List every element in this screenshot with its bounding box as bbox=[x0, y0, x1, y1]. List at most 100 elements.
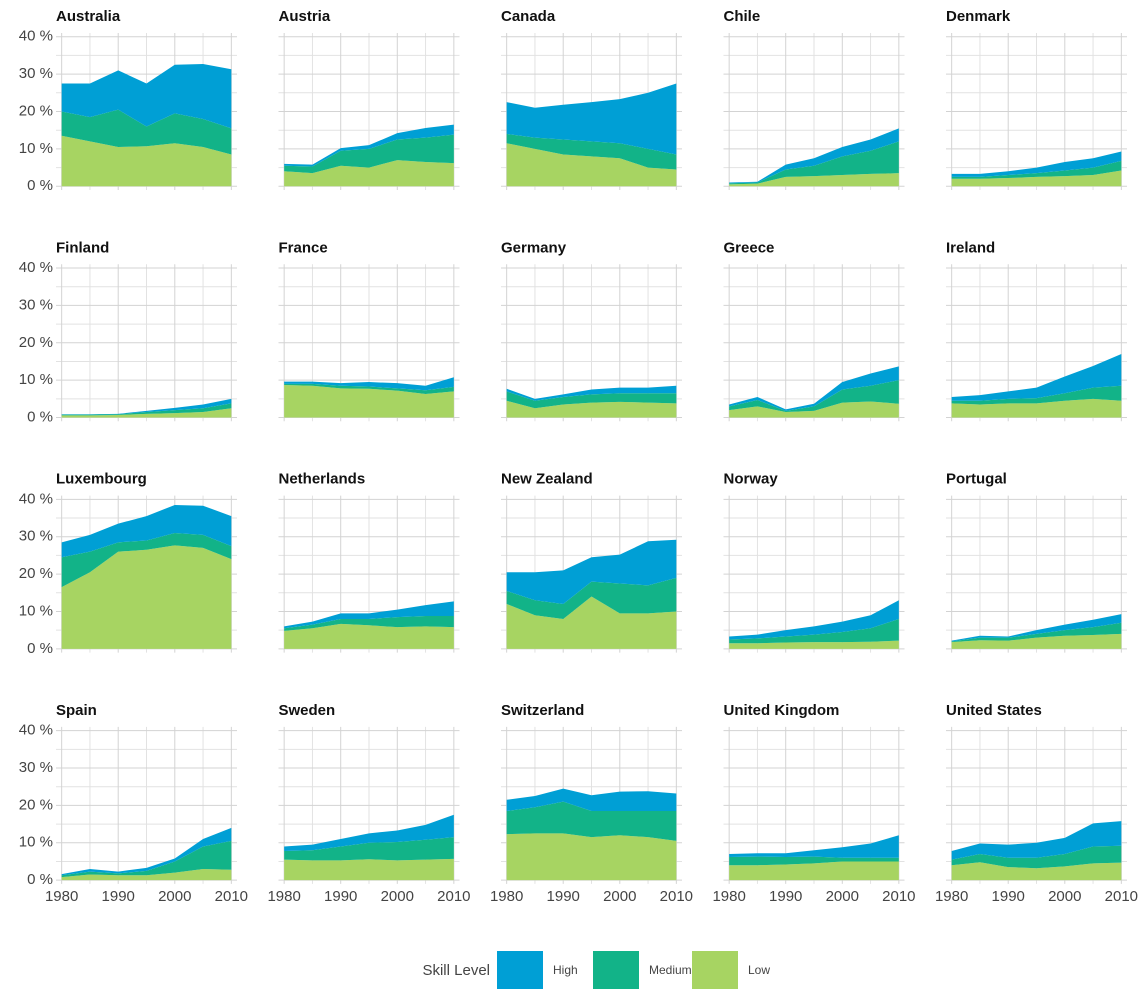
panel-title: Canada bbox=[501, 8, 556, 25]
panel-title: Norway bbox=[724, 471, 779, 488]
area bbox=[61, 403, 232, 416]
area bbox=[284, 160, 454, 187]
panel: France bbox=[278, 239, 460, 422]
y-tick-label: 40 % bbox=[19, 490, 53, 507]
y-tick-label: 40 % bbox=[19, 28, 53, 45]
area bbox=[284, 814, 454, 852]
panel-title: Germany bbox=[501, 239, 567, 256]
area bbox=[61, 135, 232, 187]
area bbox=[61, 840, 232, 878]
y-tick-label: 0 % bbox=[27, 409, 53, 426]
area bbox=[729, 600, 899, 640]
x-tick-label: 2010 bbox=[660, 888, 693, 905]
area bbox=[284, 623, 454, 649]
area bbox=[506, 400, 677, 418]
area bbox=[951, 160, 1122, 179]
y-tick-label: 30 % bbox=[19, 296, 53, 313]
area bbox=[61, 109, 232, 155]
y-tick-label: 20 % bbox=[19, 796, 53, 813]
area bbox=[729, 380, 899, 412]
y-tick-label: 10 % bbox=[19, 140, 53, 157]
area bbox=[951, 170, 1122, 187]
panel: Switzerland 1980 1990 2000 2010 bbox=[490, 702, 693, 905]
area bbox=[61, 504, 232, 558]
area bbox=[506, 133, 677, 170]
x-tick-label: 1990 bbox=[102, 888, 135, 905]
panel: Portugal bbox=[946, 471, 1127, 653]
x-tick-label: 1980 bbox=[490, 888, 523, 905]
x-tick-label: 2000 bbox=[826, 888, 859, 905]
area bbox=[729, 856, 899, 866]
panel: Luxembourg 0 % 10 % 20 % 30 % 40 % bbox=[19, 471, 237, 657]
x-tick-label: 1990 bbox=[324, 888, 357, 905]
y-tick-label: 30 % bbox=[19, 759, 53, 776]
legend-title: Skill Level bbox=[422, 962, 490, 979]
y-tick-label: 0 % bbox=[27, 640, 53, 657]
area bbox=[506, 833, 677, 881]
area bbox=[61, 868, 232, 881]
panel-title: Denmark bbox=[946, 8, 1011, 25]
panel-title: Spain bbox=[56, 702, 97, 719]
panel: Australia 0 % 10 % 20 % 30 % 40 % bbox=[19, 8, 237, 194]
area bbox=[951, 821, 1122, 860]
area bbox=[951, 633, 1122, 649]
area bbox=[729, 618, 899, 644]
area bbox=[284, 377, 454, 391]
panel: United States 1980 1990 2000 2010 bbox=[935, 702, 1138, 905]
y-tick-label: 40 % bbox=[19, 259, 53, 276]
x-tick-label: 1990 bbox=[769, 888, 802, 905]
legend-swatch bbox=[593, 951, 639, 989]
area bbox=[951, 385, 1122, 405]
panel-title: France bbox=[279, 239, 328, 256]
area bbox=[284, 837, 454, 861]
legend-swatch bbox=[692, 951, 738, 989]
y-tick-label: 0 % bbox=[27, 871, 53, 888]
y-tick-label: 0 % bbox=[27, 177, 53, 194]
y-tick-label: 10 % bbox=[19, 602, 53, 619]
x-tick-label: 1990 bbox=[547, 888, 580, 905]
panel-title: Portugal bbox=[946, 471, 1007, 488]
panel: New Zealand bbox=[501, 471, 682, 653]
panel-title: Finland bbox=[56, 239, 109, 256]
panel-title: Australia bbox=[56, 8, 121, 25]
panel-title: New Zealand bbox=[501, 471, 593, 488]
panel: Netherlands bbox=[278, 471, 460, 653]
x-tick-label: 1980 bbox=[935, 888, 968, 905]
panel: Austria bbox=[278, 8, 460, 190]
area bbox=[729, 640, 899, 649]
legend-label: High bbox=[553, 963, 578, 977]
x-tick-label: 2010 bbox=[437, 888, 470, 905]
area bbox=[284, 124, 454, 167]
area bbox=[951, 622, 1122, 643]
legend-label: Medium bbox=[649, 963, 692, 977]
x-tick-label: 2000 bbox=[158, 888, 191, 905]
panel: Finland 0 % 10 % 20 % 30 % 40 % bbox=[19, 239, 237, 426]
legend-swatch bbox=[497, 951, 543, 989]
y-tick-label: 10 % bbox=[19, 834, 53, 851]
area bbox=[506, 577, 677, 619]
area bbox=[61, 545, 232, 649]
panel: Germany bbox=[501, 239, 682, 422]
area bbox=[506, 596, 677, 649]
panel: United Kingdom 1980 1990 2000 2010 bbox=[712, 702, 915, 905]
area bbox=[506, 385, 677, 401]
area bbox=[506, 83, 677, 155]
area bbox=[729, 366, 899, 411]
area bbox=[951, 151, 1122, 177]
panel: Spain 0 % 10 % 20 % 30 % 40 % 1980 1990 2000 2010 bbox=[19, 702, 248, 905]
y-tick-label: 20 % bbox=[19, 565, 53, 582]
area bbox=[506, 143, 677, 187]
area bbox=[61, 398, 232, 415]
area bbox=[506, 788, 677, 812]
panel: Norway bbox=[723, 471, 905, 653]
area bbox=[951, 398, 1122, 418]
area bbox=[951, 354, 1122, 401]
area bbox=[506, 801, 677, 841]
x-tick-label: 2010 bbox=[215, 888, 248, 905]
legend-label: Low bbox=[748, 963, 770, 977]
y-tick-label: 20 % bbox=[19, 334, 53, 351]
panel-title: Sweden bbox=[279, 702, 336, 719]
x-tick-label: 1990 bbox=[992, 888, 1025, 905]
y-tick-label: 20 % bbox=[19, 102, 53, 119]
